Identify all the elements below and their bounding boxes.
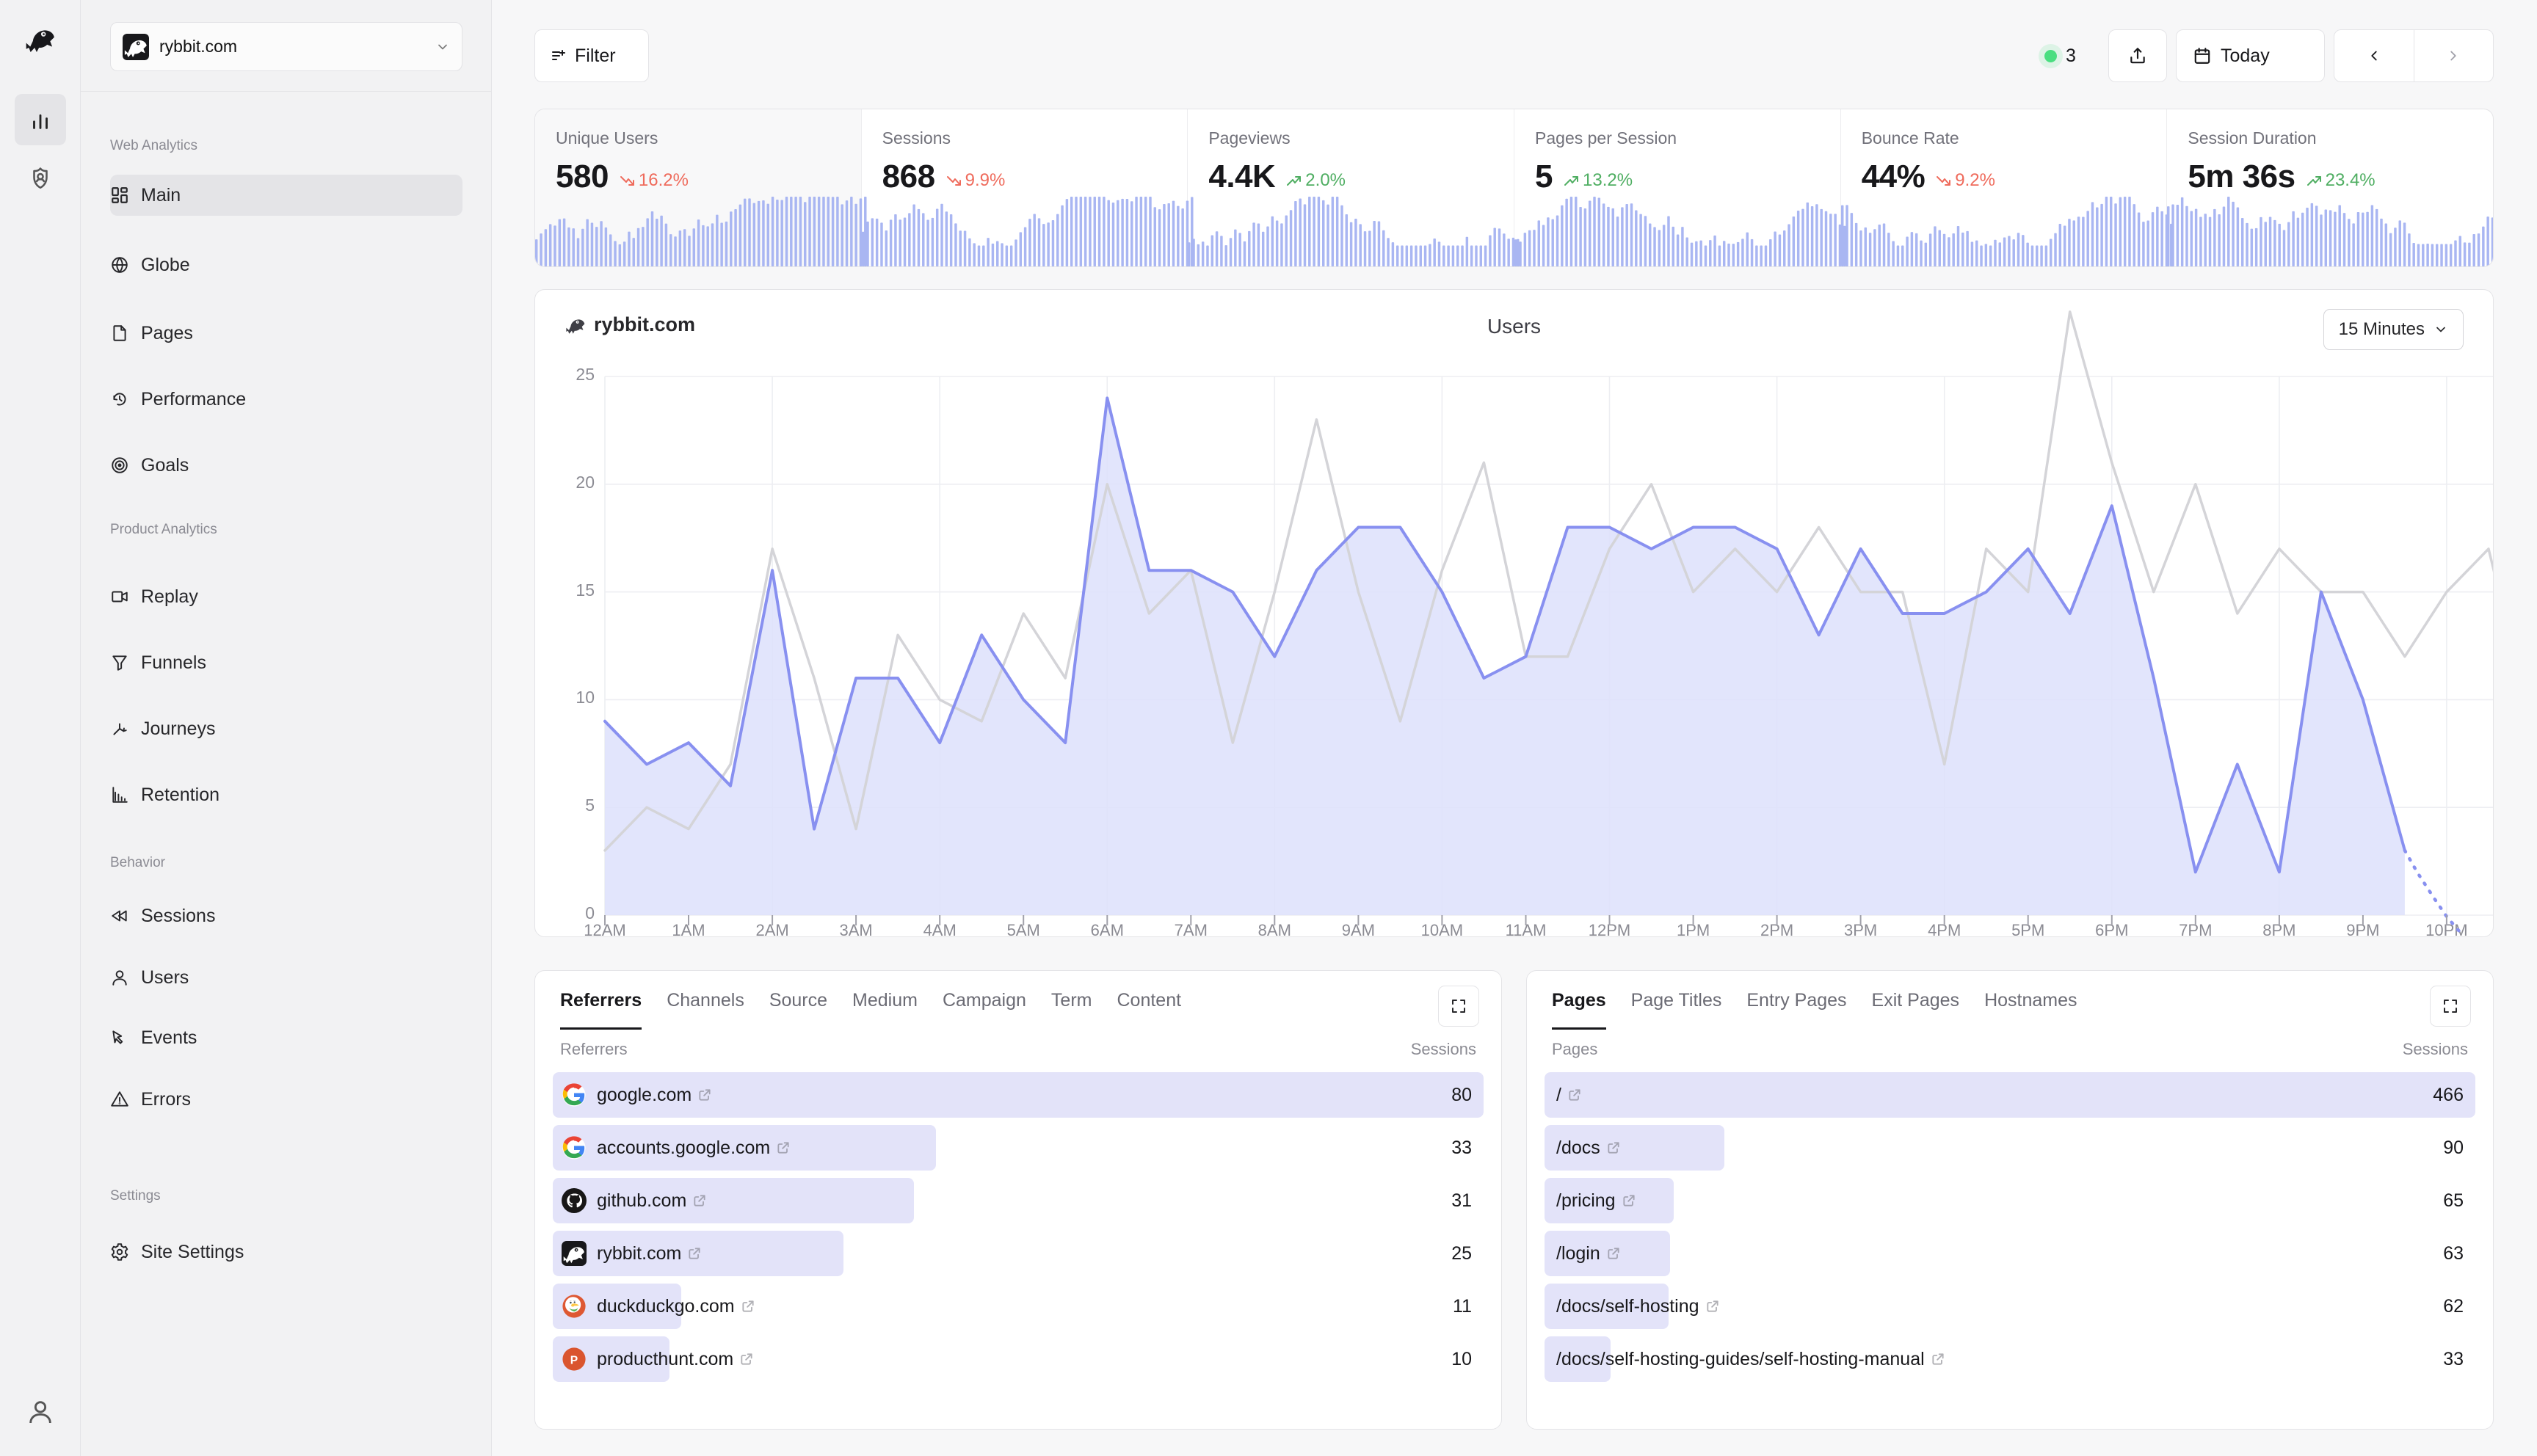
svg-text:P: P — [570, 1354, 578, 1366]
